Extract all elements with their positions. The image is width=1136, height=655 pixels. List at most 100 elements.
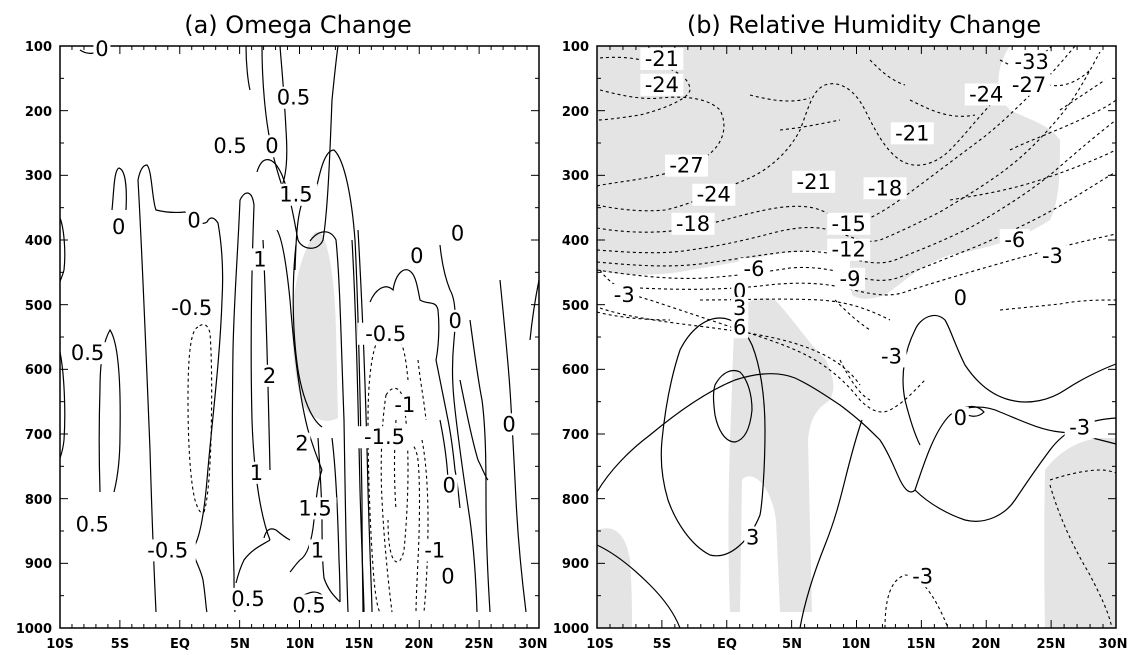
contour-label-bg bbox=[731, 296, 749, 319]
contour-label: -3 bbox=[614, 283, 635, 307]
contour-label: -27 bbox=[1012, 73, 1046, 97]
contour-line bbox=[380, 394, 393, 613]
contour-label: 0 bbox=[95, 37, 108, 61]
contour-label-bg bbox=[835, 267, 866, 290]
contour-label-bg bbox=[827, 238, 871, 261]
contour-line bbox=[245, 45, 251, 91]
y-tick-label: 400 bbox=[25, 234, 52, 249]
contour-label: -0.5 bbox=[365, 322, 406, 346]
contour-label: 0 bbox=[265, 134, 278, 158]
contour-label: -24 bbox=[969, 83, 1003, 107]
x-tick-label: 10S bbox=[46, 637, 73, 652]
contour-label-bg bbox=[863, 177, 907, 200]
contour-label-bg bbox=[964, 83, 1008, 106]
contour-line bbox=[599, 269, 926, 413]
y-tick-label: 500 bbox=[562, 299, 589, 314]
contour-line bbox=[98, 387, 101, 493]
contour-label: 1 bbox=[253, 247, 266, 271]
panel-b-y-axis: 100 200 300 400 500 600 700 800 900 1000 bbox=[553, 40, 589, 637]
contour-label: -6 bbox=[1004, 228, 1025, 252]
x-tick-label: EQ bbox=[717, 637, 737, 652]
contour-line bbox=[331, 437, 341, 603]
contour-label: 6 bbox=[733, 315, 746, 339]
contour-label-bg bbox=[272, 86, 316, 109]
y-tick-label: 700 bbox=[25, 428, 52, 443]
y-tick-label: 1000 bbox=[553, 622, 589, 637]
y-tick-label: 800 bbox=[562, 493, 589, 508]
contour-line bbox=[239, 192, 271, 541]
contour-label-bg bbox=[226, 587, 270, 610]
contour-label: -27 bbox=[669, 154, 703, 178]
contour-line bbox=[596, 119, 1117, 267]
contour-label: -21 bbox=[895, 121, 929, 145]
contour-label-bg bbox=[951, 406, 969, 429]
x-tick-label: EQ bbox=[170, 637, 190, 652]
contour-line bbox=[197, 324, 213, 513]
contour-line bbox=[499, 279, 527, 613]
contour-label: 1.5 bbox=[298, 496, 331, 520]
contour-label: -24 bbox=[645, 73, 679, 97]
contour-label-bg bbox=[890, 122, 934, 145]
x-tick-label: 25N bbox=[1037, 637, 1066, 652]
contour-line bbox=[262, 239, 271, 471]
contour-label: -33 bbox=[1015, 50, 1049, 74]
contour-line bbox=[949, 149, 1117, 201]
contour-line bbox=[459, 379, 489, 481]
contour-line bbox=[367, 339, 381, 613]
x-tick-label: 25N bbox=[465, 637, 494, 652]
contour-label-bg bbox=[692, 183, 736, 206]
y-tick-label: 100 bbox=[25, 40, 52, 55]
contour-label-bg bbox=[671, 212, 715, 235]
contour-line bbox=[596, 171, 1117, 281]
contour-label-bg bbox=[66, 342, 110, 365]
contour-label: 1 bbox=[311, 538, 324, 562]
contour-label-bg bbox=[356, 426, 413, 449]
contour-label: -1 bbox=[394, 393, 415, 417]
contour-label: 1.5 bbox=[279, 183, 312, 207]
panel-a-shaded-region bbox=[292, 231, 338, 421]
panel-a-title: (a) Omega Change bbox=[184, 11, 412, 39]
contour-line bbox=[469, 319, 491, 613]
contour-label: 0 bbox=[410, 244, 423, 268]
y-tick-label: 1000 bbox=[16, 622, 52, 637]
contour-label-bg bbox=[93, 38, 111, 61]
contour-label-bg bbox=[70, 513, 114, 536]
y-tick-label: 200 bbox=[25, 105, 52, 120]
contour-line bbox=[799, 419, 863, 629]
contour-line bbox=[417, 359, 427, 421]
contour-line bbox=[369, 269, 440, 361]
contour-line bbox=[596, 89, 725, 187]
contour-label: -18 bbox=[868, 176, 902, 200]
contour-label-bg bbox=[1010, 51, 1054, 74]
contour-line bbox=[276, 229, 323, 471]
contour-line bbox=[596, 311, 671, 321]
contour-label-bg bbox=[287, 594, 331, 617]
contour-label-bg bbox=[389, 393, 420, 416]
contour-label: -0.5 bbox=[147, 538, 188, 562]
contour-label: -18 bbox=[676, 212, 710, 236]
contour-label: 0 bbox=[502, 412, 515, 436]
contour-label-bg bbox=[446, 309, 464, 332]
contour-line bbox=[231, 199, 241, 613]
contour-label-bg bbox=[293, 432, 311, 455]
contour-line bbox=[59, 351, 66, 459]
contour-label-bg bbox=[308, 539, 326, 562]
contour-label: -3 bbox=[912, 564, 933, 588]
contour-label-bg bbox=[419, 539, 450, 562]
contour-label: 2 bbox=[295, 432, 308, 456]
y-tick-label: 100 bbox=[562, 40, 589, 55]
contour-label-bg bbox=[640, 47, 684, 70]
contour-line bbox=[421, 439, 429, 613]
contour-line bbox=[357, 229, 373, 613]
contour-label: 0.5 bbox=[277, 86, 310, 110]
contour-label: 3 bbox=[746, 525, 759, 549]
x-tick-label: 20N bbox=[405, 637, 434, 652]
contour-label: -3 bbox=[1042, 244, 1063, 268]
contour-line bbox=[261, 45, 288, 188]
x-tick-label: 15N bbox=[345, 637, 374, 652]
contour-label: 0 bbox=[451, 222, 464, 246]
contour-label: -24 bbox=[697, 183, 731, 207]
contour-label: -9 bbox=[840, 267, 861, 291]
contour-line bbox=[263, 528, 291, 541]
